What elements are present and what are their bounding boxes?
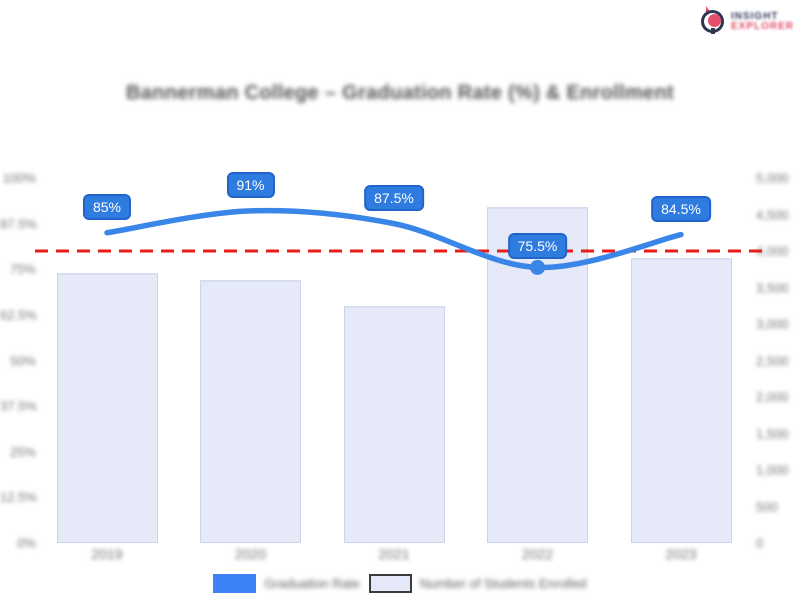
legend-swatch-bar-series (368, 573, 412, 593)
brand-name-line2: EXPLORER (730, 21, 794, 32)
point-value-label: 85% (82, 193, 132, 220)
brand-name-line1: INSIGHT (730, 11, 779, 22)
bar (343, 305, 445, 543)
legend: Graduation Rate Number of Students Enrol… (0, 570, 800, 596)
right-axis-tick: 500 (756, 499, 778, 514)
legend-item-line-series[interactable]: Graduation Rate (213, 573, 360, 593)
legend-item-bar-series[interactable]: Number of Students Enrolled (368, 573, 587, 593)
legend-label-line-series: Graduation Rate (264, 575, 360, 591)
left-axis-tick: 0% (17, 535, 36, 551)
brand-logo[interactable]: INSIGHT EXPLORER (700, 6, 794, 36)
legend-label-bar-series: Number of Students Enrolled (419, 575, 587, 591)
chart-title: Bannerman College – Graduation Rate (%) … (126, 82, 674, 104)
left-axis-tick: 37.5% (0, 398, 37, 414)
bar (200, 280, 301, 543)
left-axis-tick: 100% (2, 170, 36, 186)
logo-dot-shape (707, 14, 721, 27)
x-axis-label: 2020 (234, 546, 267, 562)
right-axis-tick: 3,000 (756, 316, 789, 332)
x-axis-label: 2021 (378, 546, 410, 562)
x-axis-label: 2019 (91, 546, 123, 562)
right-axis-tick: 4,000 (756, 243, 789, 259)
line-series-path (104, 207, 684, 271)
right-axis-tick: 4,500 (756, 207, 789, 222)
point-value-label: 75.5% (507, 233, 568, 260)
right-axis-tick: 3,500 (756, 280, 789, 295)
right-axis-tick: 5,000 (756, 170, 789, 186)
right-axis-tick: 2,500 (756, 353, 789, 368)
bar (630, 258, 732, 543)
left-axis-tick: 25% (9, 444, 36, 460)
left-axis-tick: 12.5% (0, 489, 37, 505)
left-axis-tick: 87.5% (0, 216, 37, 232)
point-value-label: 91% (226, 171, 275, 198)
left-axis-tick: 75% (9, 261, 36, 277)
bar (56, 272, 158, 543)
x-axis-label: 2023 (665, 546, 697, 562)
legend-swatch-line-series (213, 573, 257, 593)
right-axis-tick: 1,000 (756, 462, 789, 478)
left-axis-tick: 50% (9, 353, 36, 368)
point-value-label: 87.5% (364, 184, 424, 211)
point-value-label: 84.5% (651, 195, 711, 222)
pie-magnifier-logo-icon (700, 6, 727, 36)
right-axis-tick: 1,500 (756, 426, 789, 441)
brand-wordmark: INSIGHT EXPLORER (731, 12, 794, 32)
right-axis-tick: 0 (756, 535, 764, 551)
right-axis-tick: 2,000 (756, 389, 789, 405)
left-axis-tick: 62.5% (0, 307, 37, 323)
logo-stem-shape (710, 28, 715, 34)
x-axis-label: 2022 (521, 546, 554, 562)
